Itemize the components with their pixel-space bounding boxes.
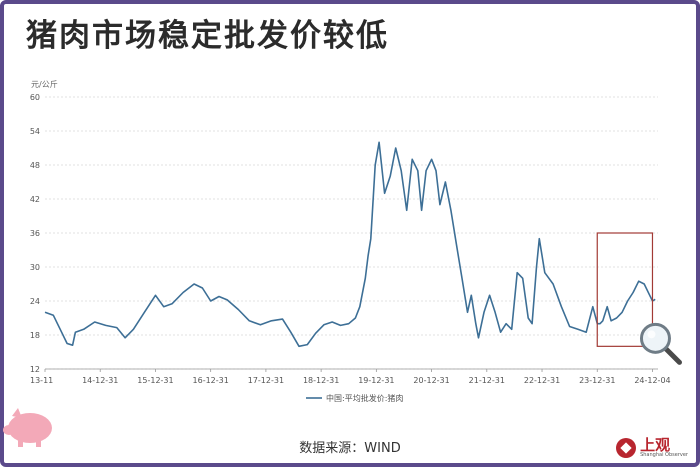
x-tick-label: 16-12-31 (193, 376, 229, 385)
legend-label: 中国:平均批发价:猪肉 (326, 393, 403, 403)
grid (45, 96, 658, 370)
y-tick-label: 30 (30, 263, 40, 272)
y-tick-label: 36 (30, 229, 40, 238)
x-tick-label: 21-12-31 (469, 376, 505, 385)
y-axis-ticks: 12 18 24 30 36 42 48 54 60 (30, 93, 40, 374)
y-axis-label: 元/公斤 (31, 79, 58, 89)
series-line (44, 141, 656, 348)
x-tick-label: 18-12-31 (303, 376, 339, 385)
logo-icon (616, 438, 637, 458)
brand-logo: 上观 Shanghai Observer (616, 438, 688, 458)
y-tick-label: 24 (30, 297, 40, 306)
x-tick-label: 14-12-31 (82, 376, 118, 385)
x-tick-label: 19-12-31 (358, 376, 394, 385)
logo-text: 上观 Shanghai Observer (640, 436, 688, 458)
y-tick-label: 48 (30, 161, 40, 170)
x-tick-label: 13-11 (30, 376, 53, 385)
x-tick-label: 15-12-31 (137, 376, 173, 385)
pig-icon (3, 408, 52, 447)
y-tick-label: 54 (30, 127, 40, 136)
legend: 中国:平均批发价:猪肉 (306, 393, 403, 403)
x-tick-label: 22-12-31 (524, 376, 560, 385)
y-tick-label: 42 (30, 195, 40, 204)
x-tick-label: 20-12-31 (413, 376, 449, 385)
y-tick-label: 18 (30, 331, 40, 340)
y-tick-label: 12 (30, 365, 40, 374)
annotation-layer (596, 232, 682, 365)
y-tick-label: 60 (30, 93, 40, 102)
chart-title: 猪肉市场稳定批发价较低 (26, 18, 389, 54)
x-tick-label: 24-12-04 (634, 376, 670, 385)
series-layer (44, 141, 656, 348)
x-tick-label: 23-12-31 (579, 376, 615, 385)
x-tick-label: 17-12-31 (248, 376, 284, 385)
x-axis-ticks: 13-11 14-12-31 15-12-31 16-12-31 17-12-31 18-… (30, 369, 671, 385)
highlight-box (596, 232, 654, 347)
magnifier-icon (639, 322, 682, 365)
data-source: 数据来源：WIND (299, 441, 401, 456)
